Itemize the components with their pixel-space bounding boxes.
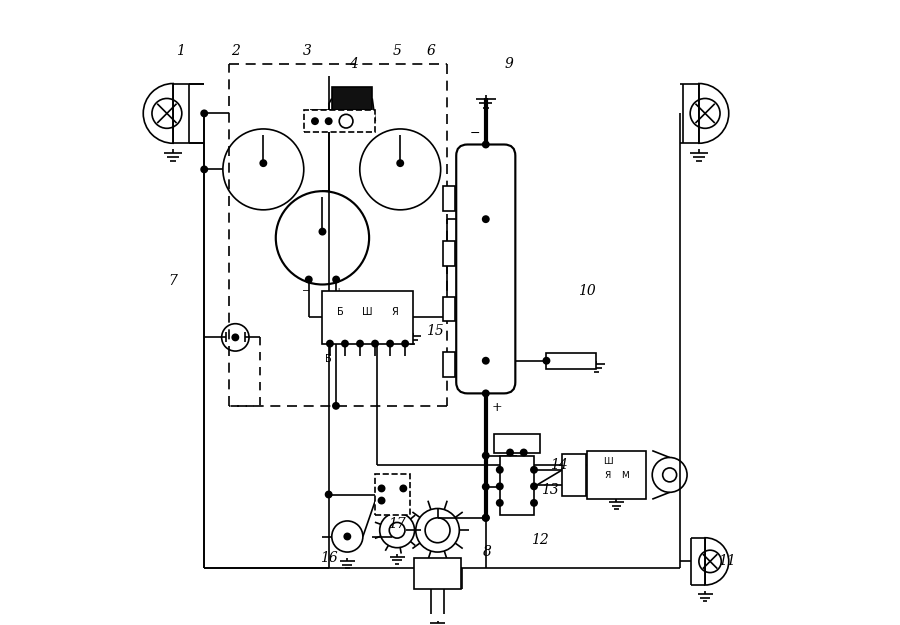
Circle shape [482, 216, 489, 222]
Circle shape [531, 483, 537, 489]
Circle shape [201, 110, 207, 116]
Text: +: + [335, 288, 344, 296]
Bar [443, 297, 455, 321]
Bar [414, 558, 461, 589]
Bar [443, 186, 455, 211]
Circle shape [357, 341, 363, 347]
Text: 1: 1 [176, 44, 185, 58]
Text: 12: 12 [531, 532, 549, 547]
Text: Я: Я [605, 471, 611, 481]
Circle shape [260, 160, 266, 166]
Text: Ш: Ш [603, 457, 612, 466]
Text: М: М [621, 471, 629, 481]
Circle shape [544, 357, 550, 364]
Circle shape [378, 486, 384, 491]
Bar [587, 451, 646, 499]
Circle shape [507, 449, 513, 456]
Text: −: − [302, 288, 310, 296]
Circle shape [497, 467, 503, 473]
Circle shape [320, 229, 326, 235]
Circle shape [387, 341, 393, 347]
Circle shape [400, 486, 407, 491]
Circle shape [402, 341, 409, 347]
Bar [443, 241, 455, 266]
Circle shape [497, 483, 503, 489]
Bar [322, 291, 413, 344]
Circle shape [531, 467, 537, 473]
Circle shape [306, 276, 312, 282]
Bar [304, 110, 375, 132]
Circle shape [312, 118, 318, 124]
Circle shape [326, 118, 332, 124]
Circle shape [482, 484, 489, 490]
Text: Я: Я [392, 307, 398, 317]
Circle shape [232, 334, 239, 341]
Text: 6: 6 [427, 44, 436, 58]
Bar [375, 474, 410, 515]
Circle shape [342, 341, 348, 347]
Circle shape [482, 141, 489, 148]
Circle shape [497, 500, 503, 506]
Text: 10: 10 [578, 284, 596, 298]
Text: 16: 16 [320, 551, 338, 565]
Circle shape [531, 500, 537, 506]
Text: 13: 13 [541, 483, 558, 497]
Bar [493, 434, 540, 452]
Bar [443, 352, 455, 377]
Text: Ш: Ш [363, 307, 373, 317]
Text: Б: Б [338, 307, 344, 317]
Bar [546, 353, 596, 369]
Circle shape [482, 390, 489, 396]
Text: +: + [491, 401, 502, 414]
Bar [332, 87, 373, 110]
Circle shape [397, 160, 403, 166]
Text: 17: 17 [388, 517, 406, 531]
Text: 11: 11 [718, 554, 736, 568]
Circle shape [327, 341, 333, 347]
Text: 2: 2 [231, 44, 239, 58]
Circle shape [333, 276, 339, 282]
Circle shape [482, 452, 489, 459]
Circle shape [201, 166, 207, 172]
Circle shape [520, 449, 526, 456]
Text: 14: 14 [550, 458, 568, 472]
Text: Б: Б [325, 354, 332, 364]
Text: 3: 3 [302, 44, 311, 58]
FancyBboxPatch shape [456, 144, 516, 393]
Text: 15: 15 [426, 324, 444, 338]
Circle shape [482, 515, 489, 521]
Text: 8: 8 [483, 545, 491, 559]
Circle shape [344, 533, 350, 539]
Text: −: − [469, 127, 480, 140]
Bar [562, 454, 586, 496]
Bar [500, 456, 534, 515]
Circle shape [482, 515, 489, 521]
Circle shape [333, 402, 339, 409]
Circle shape [378, 498, 384, 504]
Circle shape [326, 491, 332, 498]
Text: 7: 7 [168, 274, 177, 288]
Text: 5: 5 [392, 44, 401, 58]
Circle shape [482, 357, 489, 364]
Circle shape [372, 341, 378, 347]
Text: 4: 4 [349, 57, 358, 71]
Text: 9: 9 [505, 57, 514, 71]
